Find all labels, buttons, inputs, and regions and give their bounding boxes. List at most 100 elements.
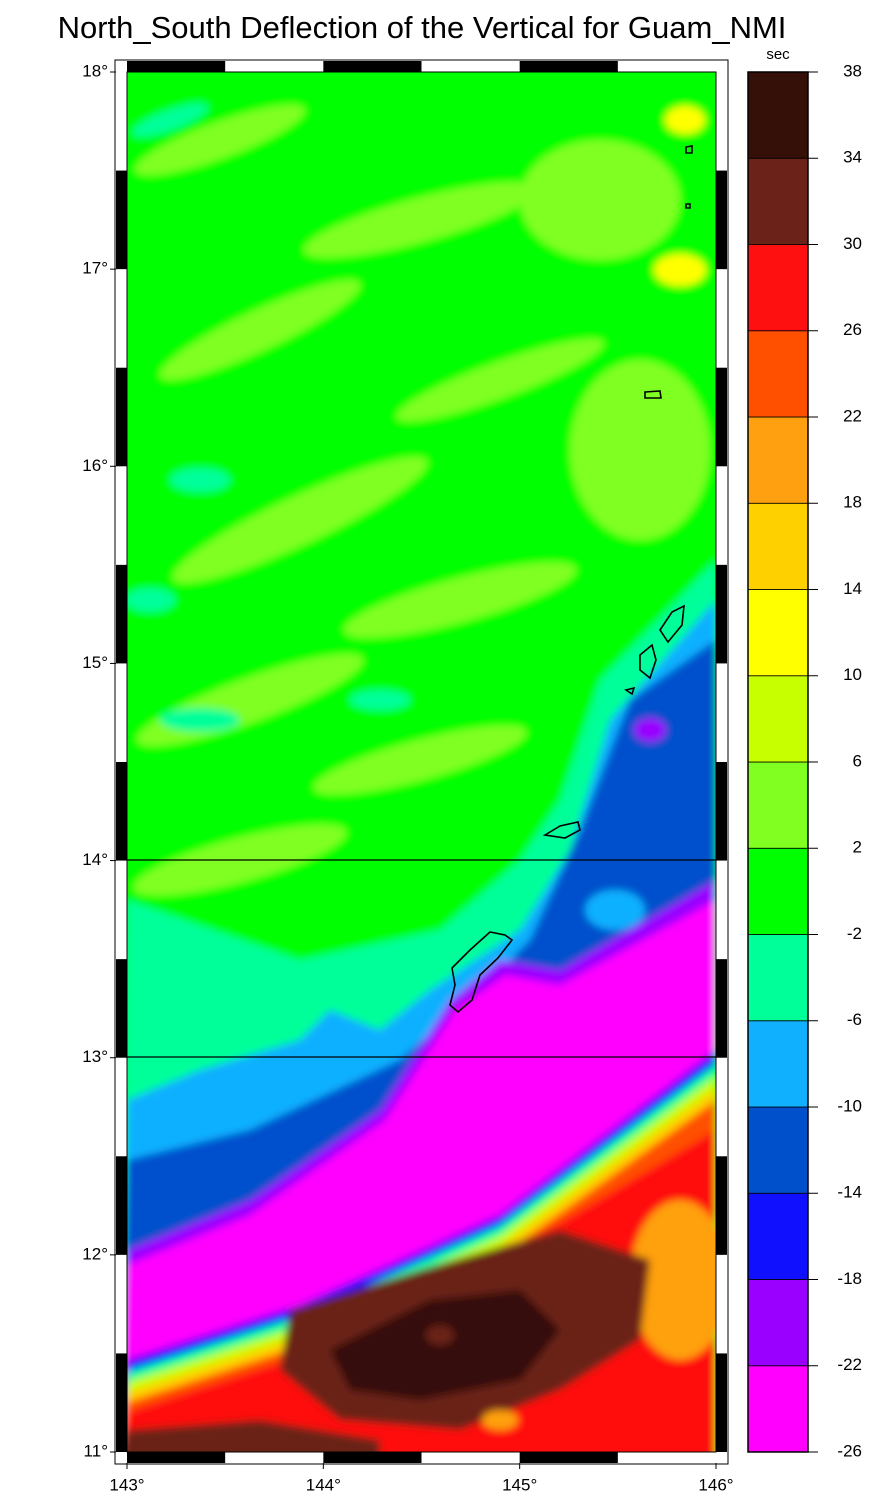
colorbar-bin xyxy=(747,71,809,159)
colorbar-bin xyxy=(747,589,809,677)
map-frame xyxy=(114,59,729,1465)
colorbar-tick-label: -10 xyxy=(837,1096,862,1115)
frame-segment xyxy=(116,170,127,270)
coastline xyxy=(624,686,636,696)
frame-segment xyxy=(716,170,727,270)
colorbar-tick-label: 34 xyxy=(843,148,862,167)
colorbar-tick-label: -14 xyxy=(837,1183,862,1202)
y-tick-label: 17° xyxy=(82,259,108,278)
field-patch xyxy=(654,254,706,286)
colorbar-tick-label: 22 xyxy=(843,406,862,425)
field-patch xyxy=(170,468,230,492)
colorbar-tick-label: 14 xyxy=(843,579,862,598)
field-patch xyxy=(520,140,680,260)
colorbar-tick-label: -26 xyxy=(837,1441,862,1460)
y-tick-label: 12° xyxy=(82,1244,108,1263)
colorbar-bin xyxy=(747,761,809,849)
field-patch xyxy=(630,1200,716,1360)
frame-segment xyxy=(716,564,727,664)
colorbar-bin xyxy=(747,1020,809,1108)
colorbar-tick-label: -18 xyxy=(837,1269,862,1288)
field-patch xyxy=(135,104,305,176)
colorbar-bin xyxy=(747,244,809,332)
x-tick-label: 143° xyxy=(109,1475,144,1494)
y-tick-label: 14° xyxy=(82,850,108,869)
title: North_South Deflection of the Vertical f… xyxy=(58,10,787,45)
field-patch xyxy=(127,1420,380,1452)
colorbar-tick-label: 10 xyxy=(843,665,862,684)
frame-segment xyxy=(716,367,727,467)
coastline xyxy=(639,643,657,680)
frame-segment xyxy=(116,959,127,1058)
colorbar-bin xyxy=(747,1365,809,1453)
field-patch xyxy=(127,588,175,612)
field-patch xyxy=(313,725,527,795)
colorbar-bin xyxy=(747,502,809,590)
frame-segment xyxy=(716,1353,727,1452)
coastline xyxy=(685,145,693,154)
field-patch xyxy=(303,182,537,258)
frame-segment xyxy=(116,367,127,467)
frame-segment xyxy=(116,564,127,664)
y-tick-label: 16° xyxy=(82,456,108,475)
colorbar-tick-label: 30 xyxy=(843,234,862,253)
y-tick-label: 13° xyxy=(82,1047,108,1066)
y-tick-label: 15° xyxy=(82,653,108,672)
frame-segment xyxy=(116,1156,127,1255)
colorbar-bin xyxy=(747,416,809,504)
field-patch xyxy=(585,890,645,930)
field-patch xyxy=(132,103,208,137)
y-tick-label: 18° xyxy=(82,61,108,80)
field-patch xyxy=(634,718,666,742)
colorbar-bin xyxy=(747,1192,809,1280)
colorbar-tick-label: -22 xyxy=(837,1355,862,1374)
coastline xyxy=(644,390,662,399)
colorbar-tick-label: 38 xyxy=(843,61,862,80)
frame-segment xyxy=(127,1452,226,1463)
frame-segment xyxy=(716,959,727,1058)
coastline xyxy=(659,604,685,644)
field-patch xyxy=(330,1290,560,1400)
frame-segment xyxy=(323,61,422,72)
colorbar-tick-label: 18 xyxy=(843,493,862,512)
coastline xyxy=(542,821,581,839)
x-tick-label: 144° xyxy=(306,1475,341,1494)
x-tick-label: 145° xyxy=(502,1475,537,1494)
frame-segment xyxy=(323,1452,422,1463)
field-patch xyxy=(426,1325,454,1345)
colorbar-bin xyxy=(747,157,809,245)
frame-segment xyxy=(116,762,127,861)
coastline xyxy=(449,931,514,1014)
colorbar-tick-label: 6 xyxy=(853,751,862,770)
field-patch xyxy=(482,1410,518,1430)
colorbar-bin xyxy=(747,675,809,763)
field-patch xyxy=(343,562,577,638)
frame-segment xyxy=(116,1353,127,1452)
frame-segment xyxy=(716,1156,727,1255)
colorbar-bin xyxy=(747,330,809,418)
coastlines xyxy=(449,145,693,1014)
frame-segment xyxy=(716,762,727,861)
frame-segment xyxy=(519,61,618,72)
field-patch xyxy=(665,106,705,134)
colorbar-tick-label: 26 xyxy=(843,320,862,339)
field-patch xyxy=(160,708,240,732)
field-patch xyxy=(159,280,361,380)
coastline xyxy=(685,203,691,209)
x-tick-label: 146° xyxy=(698,1475,733,1494)
colorbar-unit: sec xyxy=(766,46,790,63)
field-patch xyxy=(350,690,410,710)
field-patch xyxy=(570,360,710,540)
colorbar-bin xyxy=(747,934,809,1022)
field-patch xyxy=(172,456,428,584)
frame-segment xyxy=(127,61,226,72)
frame-segment xyxy=(519,1452,618,1463)
colorbar-tick-label: -6 xyxy=(847,1010,862,1029)
colorbar-bin xyxy=(747,1279,809,1367)
colorbar-bin xyxy=(747,1106,809,1194)
colorbar-tick-label: 2 xyxy=(853,838,862,857)
y-tick-label: 11° xyxy=(84,1441,108,1460)
deflection-field xyxy=(127,72,716,1452)
field-patch xyxy=(396,338,604,422)
